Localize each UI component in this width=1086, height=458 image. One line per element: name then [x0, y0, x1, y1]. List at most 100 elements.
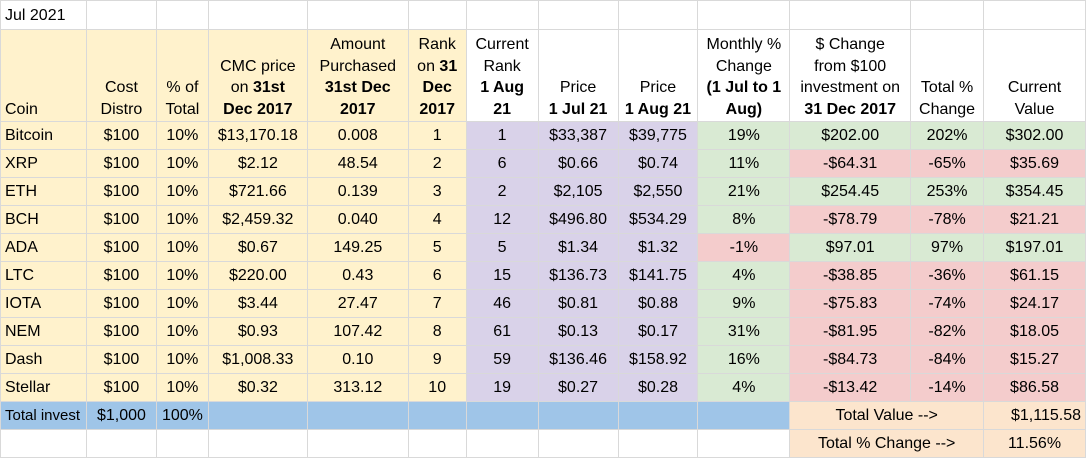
cell-dollar-change[interactable]: $202.00 — [789, 121, 912, 150]
cell-pct[interactable]: 10% — [155, 373, 209, 402]
cell-cost[interactable]: $100 — [85, 345, 157, 374]
header-rank[interactable]: Rank on 31 Dec 2017 — [407, 29, 467, 122]
header-coin[interactable]: Coin — [0, 29, 87, 122]
cell-price-jul[interactable]: $0.27 — [537, 373, 619, 402]
cell-total-pct-change[interactable]: -84% — [910, 345, 985, 374]
cell-current-value[interactable]: $15.27 — [983, 345, 1086, 374]
cell-total-pct-change[interactable]: 97% — [910, 233, 985, 262]
cell-current-rank[interactable]: 2 — [465, 177, 539, 206]
cell-current-rank[interactable]: 46 — [465, 289, 539, 318]
cell-coin[interactable]: NEM — [0, 317, 87, 346]
cell-cost[interactable]: $100 — [85, 149, 157, 178]
header-current-value[interactable]: Current Value — [983, 29, 1086, 122]
cell-monthly-change[interactable]: 19% — [697, 121, 791, 150]
cell-pct[interactable]: 10% — [155, 233, 209, 262]
cell-price-aug[interactable]: $158.92 — [617, 345, 699, 374]
cell-monthly-change[interactable]: 21% — [697, 177, 791, 206]
header-price-aug[interactable]: Price 1 Aug 21 — [617, 29, 699, 122]
cell-coin[interactable]: Bitcoin — [0, 121, 87, 150]
cell-current-value[interactable]: $86.58 — [983, 373, 1086, 402]
cell-amount[interactable]: 48.54 — [306, 149, 409, 178]
cell-monthly-change[interactable]: 8% — [697, 205, 791, 234]
cell-coin[interactable]: XRP — [0, 149, 87, 178]
cell-cmc-price[interactable]: $13,170.18 — [207, 121, 308, 150]
cell-price-jul[interactable]: $496.80 — [537, 205, 619, 234]
cell-current-value[interactable]: $197.01 — [983, 233, 1086, 262]
cell-price-aug[interactable]: $39,775 — [617, 121, 699, 150]
cell-coin[interactable]: ETH — [0, 177, 87, 206]
cell-price-jul[interactable]: $0.81 — [537, 289, 619, 318]
cell-coin[interactable]: BCH — [0, 205, 87, 234]
cell-current-rank[interactable]: 59 — [465, 345, 539, 374]
cell-rank[interactable]: 2 — [407, 149, 467, 178]
total-invest-cost[interactable]: $1,000 — [85, 401, 157, 430]
cell-cmc-price[interactable]: $2.12 — [207, 149, 308, 178]
total-pct-change[interactable]: 11.56% — [983, 429, 1086, 458]
cell-total-pct-change[interactable]: -36% — [910, 261, 985, 290]
cell-cmc-price[interactable]: $1,008.33 — [207, 345, 308, 374]
cell-cost[interactable]: $100 — [85, 233, 157, 262]
cell-rank[interactable]: 1 — [407, 121, 467, 150]
cell-cost[interactable]: $100 — [85, 373, 157, 402]
cell-amount[interactable]: 313.12 — [306, 373, 409, 402]
cell-rank[interactable]: 8 — [407, 317, 467, 346]
cell-current-value[interactable]: $302.00 — [983, 121, 1086, 150]
cell-monthly-change[interactable]: 4% — [697, 373, 791, 402]
cell-price-aug[interactable]: $0.88 — [617, 289, 699, 318]
cell-dollar-change[interactable]: -$38.85 — [789, 261, 912, 290]
header-cost-distro[interactable]: Cost Distro — [85, 29, 157, 122]
cell-monthly-change[interactable]: 4% — [697, 261, 791, 290]
cell-dollar-change[interactable]: -$13.42 — [789, 373, 912, 402]
cell-coin[interactable]: ADA — [0, 233, 87, 262]
cell-total-pct-change[interactable]: -82% — [910, 317, 985, 346]
cell-cost[interactable]: $100 — [85, 121, 157, 150]
cell-current-rank[interactable]: 12 — [465, 205, 539, 234]
cell-price-jul[interactable]: $136.73 — [537, 261, 619, 290]
header-pct-total[interactable]: % of Total — [155, 29, 209, 122]
cell-total-pct-change[interactable]: 253% — [910, 177, 985, 206]
cell-price-aug[interactable]: $141.75 — [617, 261, 699, 290]
cell-cmc-price[interactable]: $220.00 — [207, 261, 308, 290]
cell-cmc-price[interactable]: $0.67 — [207, 233, 308, 262]
cell-price-jul[interactable]: $1.34 — [537, 233, 619, 262]
cell-rank[interactable]: 4 — [407, 205, 467, 234]
cell-coin[interactable]: LTC — [0, 261, 87, 290]
cell-rank[interactable]: 3 — [407, 177, 467, 206]
cell-pct[interactable]: 10% — [155, 289, 209, 318]
cell-rank[interactable]: 6 — [407, 261, 467, 290]
cell-monthly-change[interactable]: 11% — [697, 149, 791, 178]
cell-price-jul[interactable]: $0.66 — [537, 149, 619, 178]
cell-cost[interactable]: $100 — [85, 177, 157, 206]
cell-pct[interactable]: 10% — [155, 205, 209, 234]
cell-amount[interactable]: 107.42 — [306, 317, 409, 346]
header-dollar-change[interactable]: $ Change from $100 investment on 31 Dec 201… — [789, 29, 912, 122]
cell-price-jul[interactable]: $0.13 — [537, 317, 619, 346]
cell-current-rank[interactable]: 61 — [465, 317, 539, 346]
cell-total-pct-change[interactable]: -65% — [910, 149, 985, 178]
cell-cmc-price[interactable]: $2,459.32 — [207, 205, 308, 234]
cell-pct[interactable]: 10% — [155, 149, 209, 178]
cell-amount[interactable]: 0.139 — [306, 177, 409, 206]
cell-monthly-change[interactable]: 9% — [697, 289, 791, 318]
cell-amount[interactable]: 27.47 — [306, 289, 409, 318]
cell-amount[interactable]: 0.008 — [306, 121, 409, 150]
total-pct-change-label[interactable]: Total % Change --> — [789, 429, 985, 458]
cell-pct[interactable]: 10% — [155, 317, 209, 346]
cell-current-value[interactable]: $354.45 — [983, 177, 1086, 206]
cell-rank[interactable]: 10 — [407, 373, 467, 402]
cell-monthly-change[interactable]: 31% — [697, 317, 791, 346]
cell-current-value[interactable]: $18.05 — [983, 317, 1086, 346]
cell-rank[interactable]: 7 — [407, 289, 467, 318]
header-total-pct-change[interactable]: Total % Change — [910, 29, 985, 122]
cell-cmc-price[interactable]: $0.32 — [207, 373, 308, 402]
cell-total-pct-change[interactable]: -14% — [910, 373, 985, 402]
cell-coin[interactable]: IOTA — [0, 289, 87, 318]
cell-current-rank[interactable]: 15 — [465, 261, 539, 290]
cell-rank[interactable]: 9 — [407, 345, 467, 374]
cell-price-aug[interactable]: $0.17 — [617, 317, 699, 346]
cell-monthly-change[interactable]: 16% — [697, 345, 791, 374]
cell-current-value[interactable]: $35.69 — [983, 149, 1086, 178]
cell-monthly-change[interactable]: -1% — [697, 233, 791, 262]
cell-dollar-change[interactable]: -$78.79 — [789, 205, 912, 234]
cell-cost[interactable]: $100 — [85, 205, 157, 234]
